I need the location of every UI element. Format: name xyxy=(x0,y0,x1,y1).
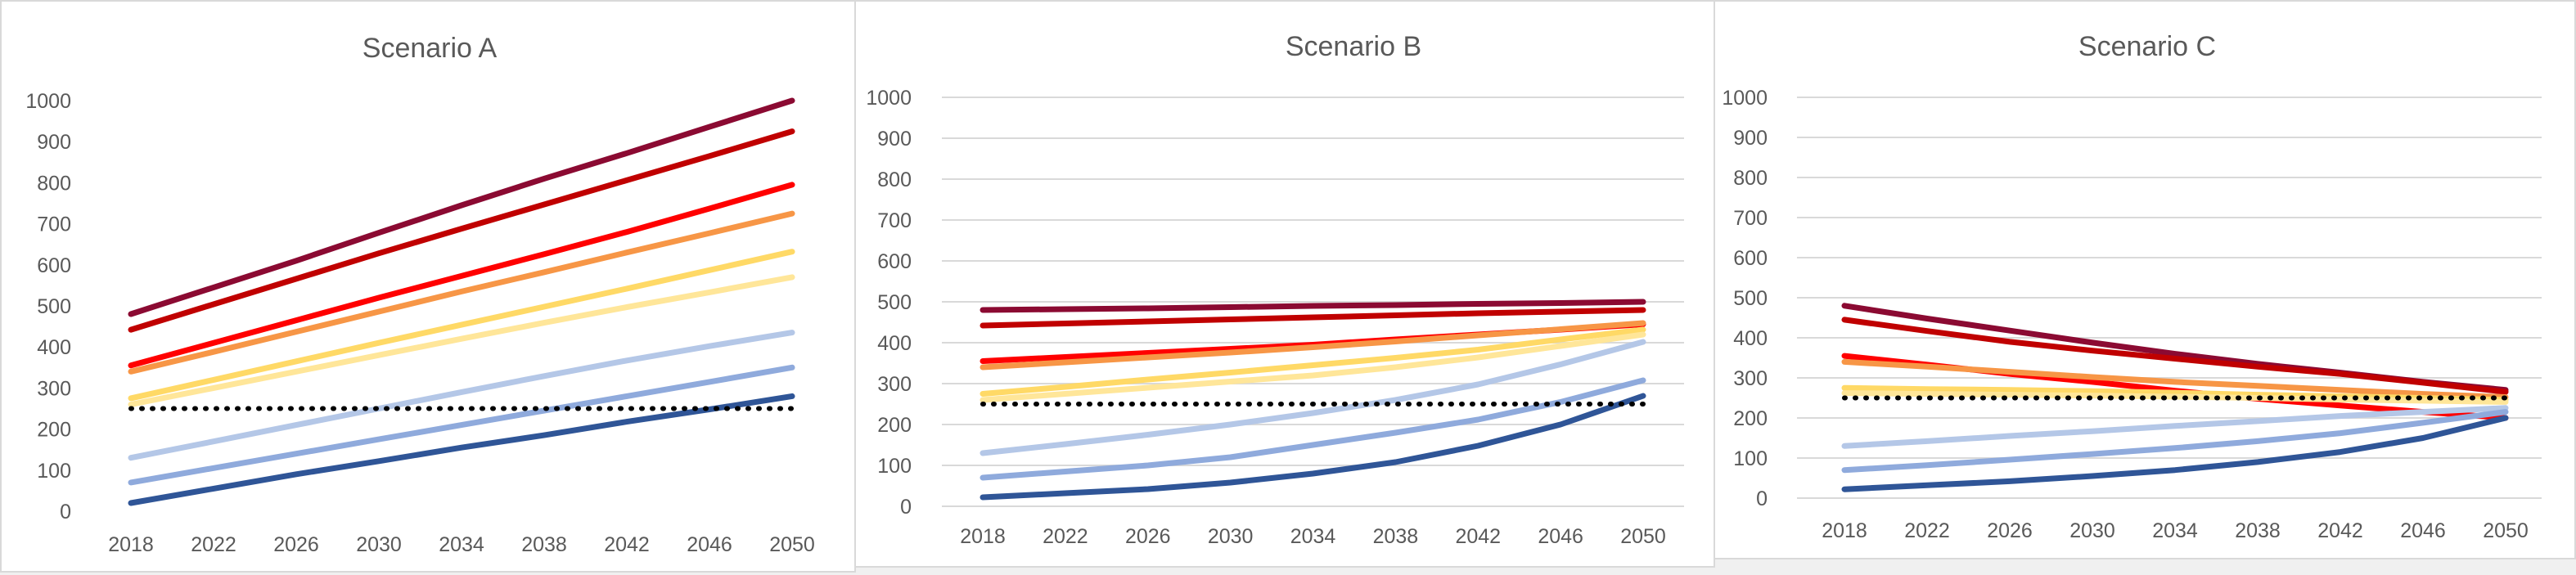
x-tick-label: 2034 xyxy=(1290,525,1336,548)
x-tick-label: 2034 xyxy=(439,533,484,556)
x-tick-label: 2018 xyxy=(1822,519,1867,542)
y-tick-label: 700 xyxy=(877,209,912,232)
series-line xyxy=(1841,415,2509,492)
y-tick-label: 800 xyxy=(877,168,912,191)
chart-title: Scenario B xyxy=(1286,31,1421,62)
line-chart: Scenario A 0 100 200 300 400 500 600 700 800 900 10… xyxy=(25,33,815,556)
series-line xyxy=(980,307,1646,329)
y-tick-label: 600 xyxy=(877,250,912,273)
series-line xyxy=(1841,317,2509,395)
y-tick-label: 300 xyxy=(877,373,912,396)
x-tick-label: 2018 xyxy=(960,525,1006,548)
chart-title: Scenario C xyxy=(2078,31,2216,62)
x-tick-label: 2050 xyxy=(2483,519,2529,542)
x-tick-label: 2046 xyxy=(1538,525,1583,548)
x-tick-label: 2018 xyxy=(108,533,154,556)
x-tick-label: 2030 xyxy=(1208,525,1254,548)
y-tick-label: 0 xyxy=(900,496,912,519)
y-tick-label: 900 xyxy=(1733,127,1768,150)
x-tick-label: 2022 xyxy=(1904,519,1950,542)
x-tick-label: 2030 xyxy=(2069,519,2115,542)
series-line xyxy=(128,128,795,333)
x-tick-label: 2026 xyxy=(1125,525,1171,548)
series-line xyxy=(128,182,795,369)
y-tick-label: 900 xyxy=(877,128,912,150)
series-line xyxy=(980,326,1646,397)
line-chart: Scenario C 0 100 200 300 400 500 600 700 800 900 10… xyxy=(1722,31,2542,542)
series-line xyxy=(980,320,1646,371)
x-tick-label: 2042 xyxy=(604,533,650,556)
series-line xyxy=(128,274,795,407)
y-tick-label: 1000 xyxy=(1722,87,1768,110)
series-line xyxy=(128,393,795,506)
x-tick-label: 2026 xyxy=(1987,519,2033,542)
y-tick-label: 500 xyxy=(877,291,912,314)
y-tick-label: 100 xyxy=(877,455,912,478)
y-tick-label: 800 xyxy=(37,172,71,195)
series-line xyxy=(128,210,795,375)
x-tick-label: 2022 xyxy=(1043,525,1088,548)
x-tick-label: 2030 xyxy=(356,533,402,556)
series-line xyxy=(128,97,795,317)
y-tick-label: 400 xyxy=(37,336,71,359)
y-tick-label: 100 xyxy=(37,460,71,483)
chart-panel-scenario-b: Scenario B 0 100 200 300 400 500 600 700 800 900 10… xyxy=(854,0,1715,568)
series-line xyxy=(980,377,1646,481)
x-tick-label: 2022 xyxy=(191,533,236,556)
x-tick-label: 2042 xyxy=(2317,519,2363,542)
x-tick-label: 2046 xyxy=(687,533,732,556)
y-tick-label: 500 xyxy=(37,295,71,318)
y-tick-label: 0 xyxy=(60,501,71,523)
y-tick-label: 700 xyxy=(37,213,71,236)
y-tick-label: 400 xyxy=(877,332,912,355)
x-tick-label: 2034 xyxy=(2152,519,2198,542)
y-tick-label: 900 xyxy=(37,131,71,154)
series-line xyxy=(128,364,795,486)
y-tick-label: 300 xyxy=(37,377,71,400)
x-tick-label: 2050 xyxy=(769,533,815,556)
y-tick-label: 1000 xyxy=(25,90,71,113)
y-tick-label: 100 xyxy=(1733,447,1768,470)
y-tick-label: 500 xyxy=(1733,287,1768,310)
x-tick-label: 2042 xyxy=(1455,525,1501,548)
x-tick-label: 2038 xyxy=(1373,525,1419,548)
series-line xyxy=(128,249,795,402)
series-line xyxy=(1841,405,2509,449)
line-chart: Scenario B 0 100 200 300 400 500 600 700 800 900 10… xyxy=(866,31,1684,548)
y-tick-label: 200 xyxy=(37,419,71,442)
series-line xyxy=(980,299,1646,313)
chart-panel-scenario-c: Scenario C 0 100 200 300 400 500 600 700 800 900 10… xyxy=(1714,0,2576,559)
y-tick-label: 700 xyxy=(1733,207,1768,230)
x-tick-label: 2026 xyxy=(273,533,319,556)
series-line xyxy=(980,331,1646,403)
chart-panel-scenario-a: Scenario A 0 100 200 300 400 500 600 700 800 900 10… xyxy=(0,0,856,573)
y-tick-label: 300 xyxy=(1733,367,1768,390)
y-tick-label: 400 xyxy=(1733,327,1768,350)
x-tick-label: 2050 xyxy=(1620,525,1666,548)
chart-title: Scenario A xyxy=(363,33,498,64)
y-tick-label: 1000 xyxy=(866,87,912,110)
y-tick-label: 0 xyxy=(1756,487,1768,510)
series-line xyxy=(980,393,1646,501)
x-tick-label: 2038 xyxy=(2235,519,2281,542)
y-tick-label: 200 xyxy=(1733,407,1768,430)
series-line xyxy=(1841,409,2509,474)
y-tick-label: 200 xyxy=(877,414,912,437)
x-tick-label: 2038 xyxy=(521,533,567,556)
x-tick-label: 2046 xyxy=(2400,519,2446,542)
series-line xyxy=(1841,358,2509,400)
y-tick-label: 800 xyxy=(1733,167,1768,190)
y-tick-label: 600 xyxy=(1733,247,1768,270)
y-tick-label: 600 xyxy=(37,254,71,277)
series-line xyxy=(980,339,1646,456)
series-line xyxy=(128,330,795,461)
